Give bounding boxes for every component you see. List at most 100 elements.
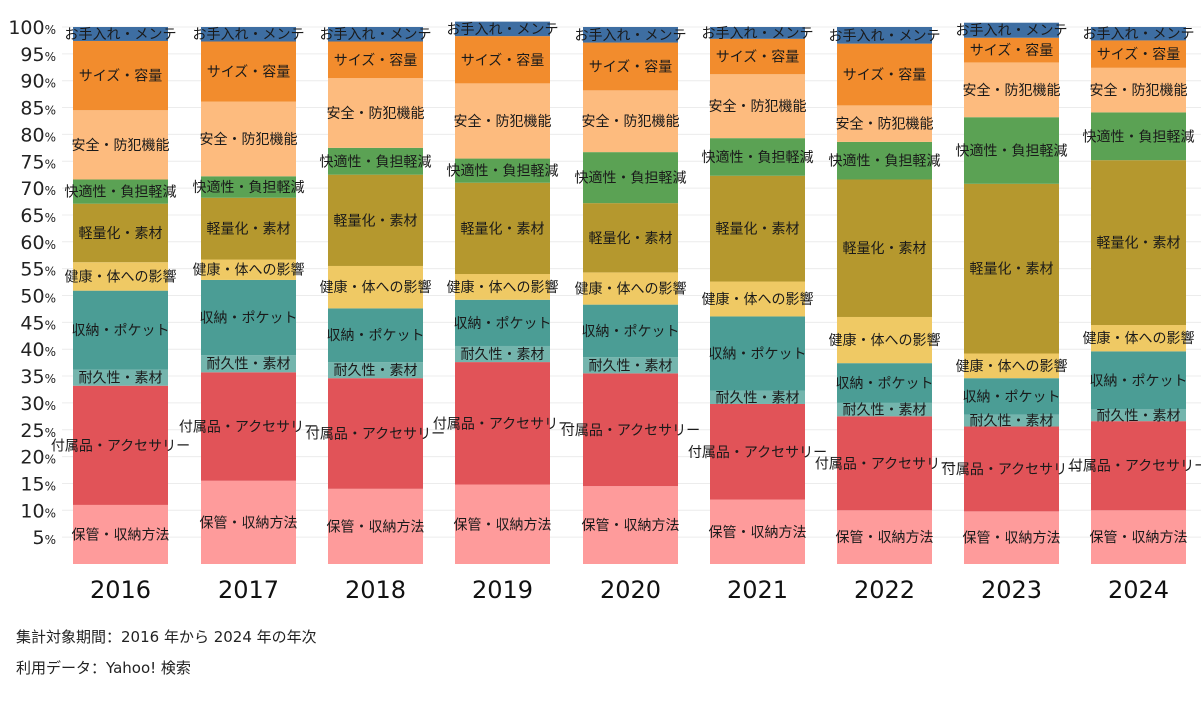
bar-segment: [964, 117, 1059, 184]
segment-label: 健康・体への影響: [447, 279, 559, 296]
y-axis-ticks: 5% 10% 15% 20% 25% 30% 35% 40% 45% 50% 55% 60% 65% 70…: [8, 17, 56, 549]
bar-segment: [73, 504, 168, 564]
segment-label: 耐久性・素材: [334, 363, 418, 379]
bar-segment: [201, 480, 296, 564]
y-tick-label: 60%: [20, 232, 56, 254]
y-tick-label: 90%: [20, 71, 56, 93]
segment-label: 快適性・負担軽減: [702, 149, 814, 166]
bar-segment: [710, 138, 805, 176]
bar-segment: [583, 27, 678, 43]
bar-segment: [1091, 409, 1186, 422]
segment-label: 軽量化・素材: [716, 222, 800, 238]
bar-segment: [73, 27, 168, 41]
bar-segment: [583, 203, 678, 273]
bar-segment: [710, 316, 805, 391]
segment-label: 保管・収納方法: [200, 515, 298, 531]
segment-label: 安全・防犯機能: [72, 137, 170, 154]
segment-label: 保管・収納方法: [582, 518, 680, 534]
bar-segment: [1091, 351, 1186, 410]
segment-label: 収納・ポケット: [1090, 373, 1188, 389]
segment-label: 軽量化・素材: [334, 213, 418, 229]
segment-label: お手入れ・メンテ: [193, 27, 305, 43]
bar-segment: [73, 179, 168, 204]
segment-label: 保管・収納方法: [1090, 530, 1188, 546]
segment-label: 健康・体への影響: [320, 279, 432, 296]
segment-label: 健康・体への影響: [956, 358, 1068, 375]
bar-segment: [964, 414, 1059, 427]
bar-segment: [837, 316, 932, 364]
x-tick-label: 2023: [981, 576, 1042, 604]
bar-segment: [1091, 112, 1186, 161]
y-tick-label: 55%: [20, 259, 56, 281]
bar-segment: [837, 43, 932, 106]
segment-label: 安全・防犯機能: [836, 116, 934, 133]
x-axis-ticks: 2016 2017 2018 2019 2020 2021 2022 2023 2024: [90, 576, 1169, 604]
segment-label: 保管・収納方法: [836, 530, 934, 546]
bar-segment: [455, 274, 550, 300]
segment-label: サイズ・容量: [461, 52, 545, 69]
bar-segment: [710, 27, 805, 39]
y-tick-label: 35%: [20, 366, 56, 388]
bar-segment: [1091, 40, 1186, 68]
segment-label: サイズ・容量: [1097, 46, 1181, 63]
bar-segment: [328, 308, 423, 363]
y-tick-label: 50%: [20, 286, 56, 308]
segment-label: お手入れ・メンテ: [65, 27, 177, 43]
segment-label: 収納・ポケット: [72, 323, 170, 339]
segment-label: 健康・体への影響: [575, 281, 687, 298]
stacked-bar-chart: 5% 10% 15% 20% 25% 30% 35% 40% 45% 50% 55% 60% 65% 70…: [8, 17, 1201, 604]
segment-label: 軽量化・素材: [207, 222, 291, 238]
bar-segment: [837, 416, 932, 511]
bar-segment: [710, 403, 805, 500]
y-tick-label: 95%: [20, 44, 56, 66]
y-tick-label: 25%: [20, 420, 56, 442]
y-tick-label: 80%: [20, 124, 56, 146]
bar-segment: [328, 27, 423, 42]
segment-label: サイズ・容量: [589, 58, 673, 75]
bar-segment: [73, 290, 168, 370]
bar-segment: [583, 373, 678, 487]
x-tick-label: 2016: [90, 576, 151, 604]
segment-label: 付属品・アクセサリー: [1069, 459, 1201, 475]
segment-label: お手入れ・メンテ: [320, 27, 432, 43]
x-tick-label: 2019: [472, 576, 533, 604]
bar-segment: [328, 174, 423, 266]
segment-label: 快適性・負担軽減: [447, 163, 559, 180]
segment-label: 健康・体への影響: [193, 262, 305, 279]
segment-label: 耐久性・素材: [207, 357, 291, 373]
segment-label: 安全・防犯機能: [963, 82, 1061, 99]
y-tick-label: 65%: [20, 205, 56, 227]
segment-label: 快適性・負担軽減: [575, 170, 687, 187]
segment-labels: 保管・収納方法付属品・アクセサリー耐久性・素材収納・ポケット健康・体への影響軽量…: [51, 22, 1201, 547]
segment-label: 軽量化・素材: [843, 241, 927, 257]
segment-label: お手入れ・メンテ: [829, 28, 941, 44]
period-note: 集計対象期間：2016 年から 2024 年の年次: [16, 628, 317, 646]
bar-segment: [583, 42, 678, 91]
bar-segment: [328, 41, 423, 79]
segment-label: 快適性・負担軽減: [65, 184, 177, 201]
bar-segment: [964, 183, 1059, 354]
y-tick-label: 100%: [8, 17, 56, 39]
bar-segment: [201, 197, 296, 260]
bar-segment: [73, 40, 168, 111]
y-tick-label: 5%: [33, 527, 57, 549]
bar-segment: [455, 83, 550, 159]
bar-segment: [837, 179, 932, 317]
segment-label: 快適性・負担軽減: [320, 153, 432, 170]
segment-label: 安全・防犯機能: [1090, 82, 1188, 99]
segment-label: サイズ・容量: [970, 42, 1054, 59]
bar-segment: [583, 272, 678, 305]
segment-label: 軽量化・素材: [461, 221, 545, 237]
segment-label: 耐久性・素材: [716, 390, 800, 406]
bar-segment: [201, 279, 296, 356]
segment-label: お手入れ・メンテ: [575, 28, 687, 44]
bar-segment: [455, 36, 550, 84]
segment-label: 収納・ポケット: [582, 324, 680, 340]
y-tick-label: 75%: [20, 151, 56, 173]
bar-segment: [73, 110, 168, 180]
bar-segment: [837, 510, 932, 564]
x-tick-label: 2018: [345, 576, 406, 604]
segment-label: 付属品・アクセサリー: [561, 423, 700, 439]
x-tick-label: 2021: [727, 576, 788, 604]
bar-segment: [583, 486, 678, 564]
